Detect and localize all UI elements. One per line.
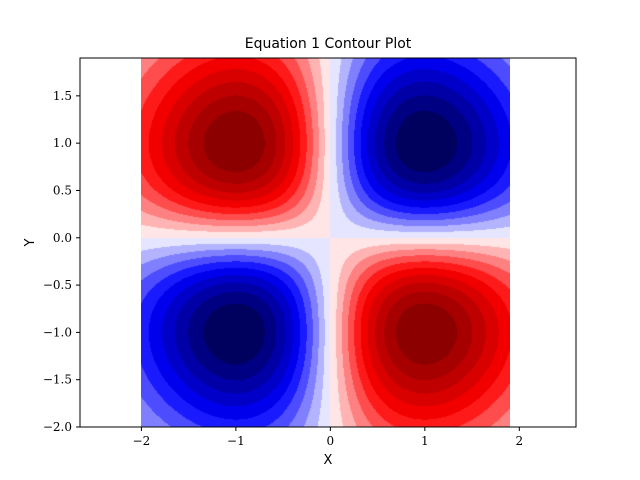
y-tick-label: −1.0 xyxy=(43,325,72,339)
y-tick-label: 0.5 xyxy=(53,183,72,197)
y-tick-label: −0.5 xyxy=(43,278,72,292)
x-axis: −2 −1 0 1 2 xyxy=(133,427,523,448)
contour-field xyxy=(141,58,510,427)
chart-title: Equation 1 Contour Plot xyxy=(245,36,412,52)
y-axis: −2.0 −1.5 −1.0 −0.5 0.0 0.5 1.0 1.5 xyxy=(43,89,80,434)
y-tick-label: −2.0 xyxy=(43,420,72,434)
contour-fill xyxy=(141,58,510,427)
x-tick-label: −1 xyxy=(227,434,245,448)
y-tick-label: 1.5 xyxy=(53,89,72,103)
y-tick-label: 0.0 xyxy=(53,231,72,245)
y-tick-label: −1.5 xyxy=(43,373,72,387)
y-tick-label: 1.0 xyxy=(53,136,72,150)
x-tick-label: 0 xyxy=(327,434,335,448)
x-tick-label: 1 xyxy=(421,434,429,448)
x-tick-label: 2 xyxy=(515,434,523,448)
y-axis-label: Y xyxy=(23,238,38,247)
x-tick-label: −2 xyxy=(133,434,151,448)
x-axis-label: X xyxy=(324,453,333,468)
axes-frame xyxy=(79,57,577,428)
